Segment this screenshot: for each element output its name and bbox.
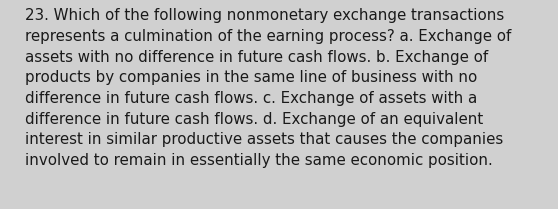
Text: 23. Which of the following nonmonetary exchange transactions
represents a culmin: 23. Which of the following nonmonetary e…	[25, 8, 512, 168]
